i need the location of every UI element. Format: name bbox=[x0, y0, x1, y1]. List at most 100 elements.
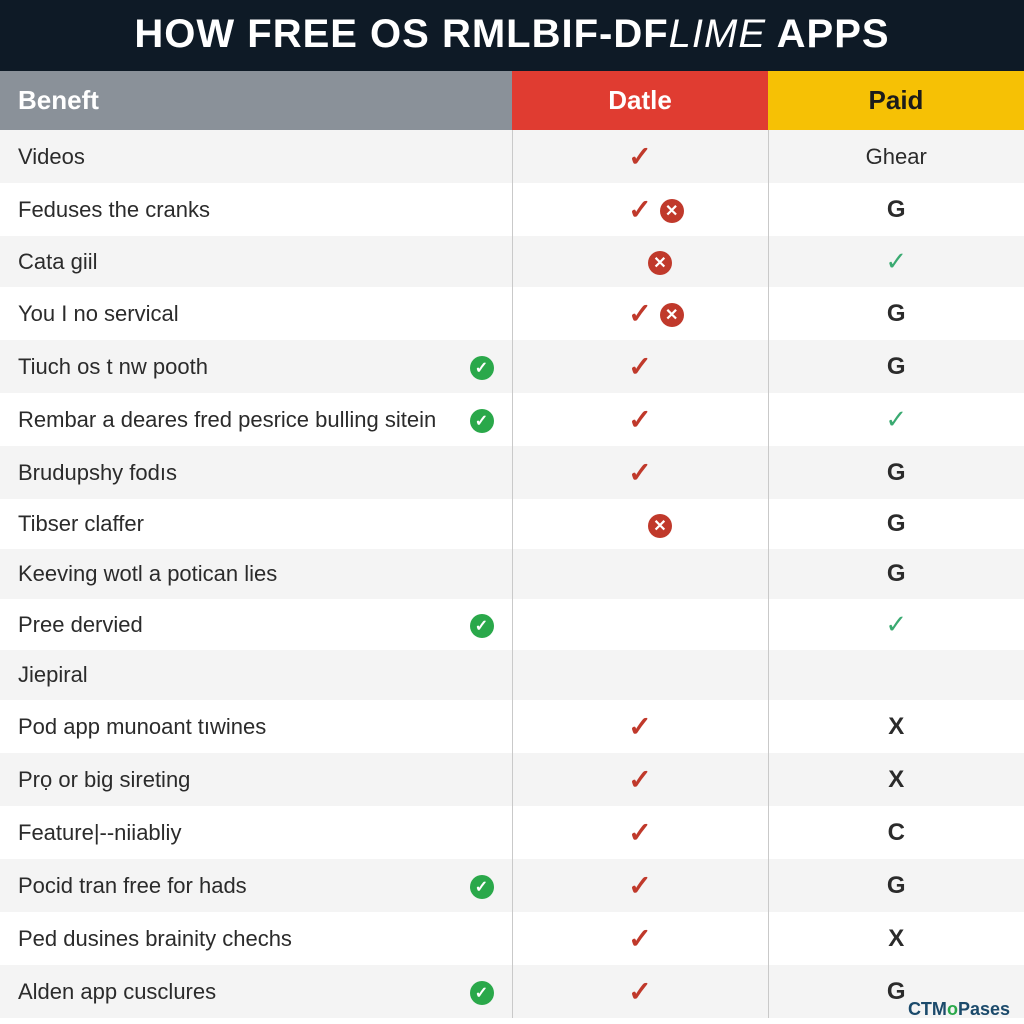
checkmark-icon: ✓ bbox=[628, 404, 651, 435]
datle-cell: ✓ bbox=[512, 912, 768, 965]
datle-right-mark: ✕ bbox=[640, 511, 744, 538]
paid-cell: Ghear bbox=[768, 130, 1024, 183]
benefit-left-mark: ✓ bbox=[470, 406, 494, 433]
benefit-cell: Prọ or big sireting bbox=[0, 753, 512, 806]
table-row: Keeving wotl a potican lies G bbox=[0, 549, 1024, 599]
datle-cell: ✓ bbox=[512, 753, 768, 806]
benefit-label: Ped dusines brainity chechs bbox=[18, 925, 292, 953]
benefit-cell: Pod app munoant tıwines bbox=[0, 700, 512, 753]
datle-cell: ✓ bbox=[512, 393, 768, 446]
datle-right-mark: ✕ bbox=[652, 196, 744, 223]
benefit-label: Brudupshy fodıs bbox=[18, 459, 177, 487]
comparison-table: Beneft Datle Paid Videos ✓ Ghear Feduses th… bbox=[0, 71, 1024, 1018]
table-row: Rembar a deares fred pesrice bulling sit… bbox=[0, 393, 1024, 446]
header-row: Beneft Datle Paid bbox=[0, 71, 1024, 130]
checkmark-icon: ✓ bbox=[628, 711, 651, 742]
table-row: Ped dusines brainity chechs ✓ X bbox=[0, 912, 1024, 965]
datle-cell: ✓ bbox=[512, 340, 768, 393]
benefit-label: Cata giil bbox=[18, 248, 97, 276]
paid-cell: G bbox=[768, 183, 1024, 236]
paid-cell: ✓ bbox=[768, 393, 1024, 446]
table-row: Alden app cusclures ✓ ✓ G bbox=[0, 965, 1024, 1018]
benefit-cell: Cata giil bbox=[0, 236, 512, 287]
g-glyph: G bbox=[887, 196, 906, 223]
datle-center-mark: ✓ bbox=[628, 140, 651, 173]
check-circle-icon: ✓ bbox=[470, 981, 494, 1005]
benefit-cell: Pree dervied✓ bbox=[0, 599, 512, 650]
title-thin: LIME bbox=[669, 12, 766, 56]
checkmark-icon: ✓ bbox=[628, 923, 651, 954]
benefit-label: Alden app cusclures bbox=[18, 978, 216, 1006]
datle-center-mark: ✓ bbox=[628, 922, 651, 955]
table-row: Cata giil ✕ ✓ bbox=[0, 236, 1024, 287]
benefit-left-mark: ✓ bbox=[470, 353, 494, 380]
benefit-cell: Pocid tran free for hads✓ bbox=[0, 859, 512, 912]
benefit-cell: Ped dusines brainity chechs bbox=[0, 912, 512, 965]
checkmark-icon: ✓ bbox=[885, 609, 907, 639]
g-glyph: G bbox=[887, 978, 906, 1005]
footer-brand: CTMoPases bbox=[908, 999, 1010, 1020]
datle-cell: ✓ bbox=[512, 700, 768, 753]
check-circle-icon: ✓ bbox=[470, 875, 494, 899]
paid-cell: G bbox=[768, 340, 1024, 393]
datle-cell: ✓ bbox=[512, 130, 768, 183]
x-glyph: X bbox=[888, 925, 904, 952]
x-glyph: X bbox=[888, 713, 904, 740]
benefit-left-mark: ✓ bbox=[470, 872, 494, 899]
benefit-label: Videos bbox=[18, 143, 85, 171]
datle-center-mark: ✓ bbox=[628, 710, 651, 743]
datle-cell: ✓✕ bbox=[512, 183, 768, 236]
datle-cell bbox=[512, 599, 768, 650]
page-title: HOW FREE OS RMLBIF-DFLIME APPS bbox=[0, 12, 1024, 57]
check-circle-icon: ✓ bbox=[470, 356, 494, 380]
checkmark-icon: ✓ bbox=[628, 976, 651, 1007]
datle-cell: ✕ bbox=[512, 236, 768, 287]
x-circle-icon: ✕ bbox=[660, 199, 684, 223]
checkmark-icon: ✓ bbox=[628, 870, 651, 901]
benefit-label: Rembar a deares fred pesrice bulling sit… bbox=[18, 406, 436, 434]
table-body: Videos✓GhearFeduses the cranks✓✕GCata gi… bbox=[0, 130, 1024, 1018]
benefit-label: Tibser claffer bbox=[18, 510, 144, 538]
paid-cell: ✓ bbox=[768, 236, 1024, 287]
benefit-cell: Keeving wotl a potican lies bbox=[0, 549, 512, 599]
table-row: Pree dervied✓✓ bbox=[0, 599, 1024, 650]
title-post: APPS bbox=[766, 12, 890, 56]
paid-cell: X bbox=[768, 912, 1024, 965]
checkmark-icon: ✓ bbox=[628, 194, 651, 225]
title-pre: HOW FREE OS RMLBIF-DF bbox=[134, 12, 668, 56]
benefit-label: Jiepiral bbox=[18, 661, 88, 689]
datle-center-mark: ✓ bbox=[628, 816, 651, 849]
datle-cell: ✓✕ bbox=[512, 287, 768, 340]
datle-cell: ✕ bbox=[512, 499, 768, 549]
g-glyph: G bbox=[887, 560, 906, 587]
checkmark-icon: ✓ bbox=[628, 351, 651, 382]
benefit-label: Feduses the cranks bbox=[18, 196, 210, 224]
datle-center-mark: ✓ bbox=[628, 403, 651, 436]
paid-cell: G bbox=[768, 499, 1024, 549]
benefit-cell: Jiepiral bbox=[0, 650, 512, 700]
datle-center-mark: ✓ bbox=[628, 297, 651, 330]
x-circle-icon: ✕ bbox=[648, 251, 672, 275]
benefit-cell: Feature|--niiabliy bbox=[0, 806, 512, 859]
table-row: Pod app munoant tıwines ✓ X bbox=[0, 700, 1024, 753]
brand-g: o bbox=[947, 999, 958, 1019]
benefit-label: Pod app munoant tıwines bbox=[18, 713, 266, 741]
benefit-left-mark: ✓ bbox=[470, 611, 494, 638]
datle-center-mark: ✓ bbox=[628, 975, 651, 1008]
datle-right-mark: ✕ bbox=[640, 248, 744, 275]
checkmark-icon: ✓ bbox=[628, 817, 651, 848]
checkmark-icon: ✓ bbox=[628, 457, 651, 488]
table-row: Feature|--niiabliy✓C bbox=[0, 806, 1024, 859]
table-row: Tiuch os t nw pooth✓✓G bbox=[0, 340, 1024, 393]
g-glyph: G bbox=[887, 353, 906, 380]
benefit-label: Feature|--niiabliy bbox=[18, 819, 181, 847]
table-row: Videos ✓ Ghear bbox=[0, 130, 1024, 183]
table-row: Tibser claffer ✕ G bbox=[0, 499, 1024, 549]
benefit-label: Prọ or big sireting bbox=[18, 766, 190, 794]
brand-pre: CTM bbox=[908, 999, 947, 1019]
benefit-label: Keeving wotl a potican lies bbox=[18, 560, 277, 588]
brand-post: Pases bbox=[958, 999, 1010, 1019]
datle-center-mark: ✓ bbox=[628, 193, 651, 226]
benefit-cell: You I no servical bbox=[0, 287, 512, 340]
benefit-cell: Videos bbox=[0, 130, 512, 183]
